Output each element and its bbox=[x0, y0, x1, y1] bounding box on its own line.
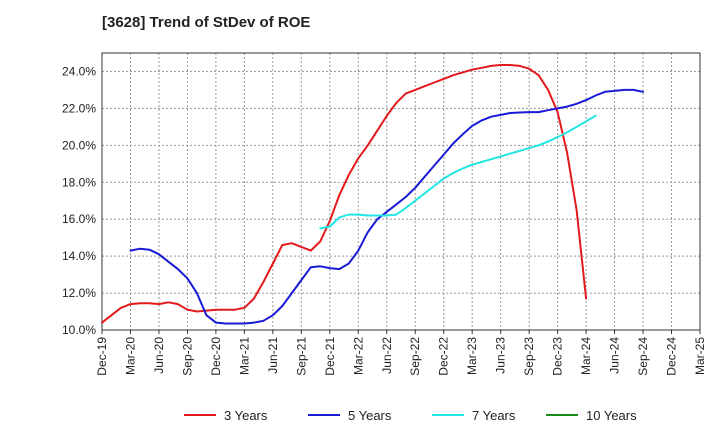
legend: 3 Years 5 Years 7 Years 10 Years bbox=[184, 408, 637, 423]
y-tick-labels: 10.0% 12.0% 14.0% 16.0% 18.0% 20.0% 22.0% 24.0% bbox=[62, 64, 96, 337]
y-tick-label: 16.0% bbox=[62, 212, 96, 226]
y-tick-label: 18.0% bbox=[62, 175, 96, 189]
legend-label: 7 Years bbox=[472, 408, 516, 423]
x-tick-labels: Dec-19 Mar-20 Jun-20 Sep-20 Dec-20 Mar-21 Jun-… bbox=[95, 337, 707, 376]
series-line-3-years bbox=[101, 64, 588, 324]
legend-label: 10 Years bbox=[586, 408, 637, 423]
x-tick-label: Mar-23 bbox=[465, 337, 479, 375]
x-tick-label: Dec-19 bbox=[95, 337, 109, 376]
chart-title: [3628] Trend of StDev of ROE bbox=[102, 14, 311, 31]
y-tick-label: 24.0% bbox=[62, 64, 96, 78]
y-tick-label: 20.0% bbox=[62, 138, 96, 152]
x-tick-label: Sep-23 bbox=[522, 337, 536, 376]
x-tick-label: Mar-22 bbox=[351, 337, 365, 375]
x-tick-label: Sep-20 bbox=[180, 337, 194, 376]
x-tick-label: Mar-20 bbox=[123, 337, 137, 375]
x-tick-label: Jun-23 bbox=[494, 337, 508, 374]
x-tick-label: Jun-20 bbox=[152, 337, 166, 374]
grid-lines bbox=[102, 53, 700, 331]
series-line-7-years bbox=[319, 114, 597, 230]
plot-frame bbox=[101, 52, 701, 331]
x-tick-label: Sep-21 bbox=[294, 337, 308, 376]
axes bbox=[101, 52, 701, 334]
legend-label: 5 Years bbox=[348, 408, 392, 423]
x-tick-label: Sep-22 bbox=[408, 337, 422, 376]
x-tick-label: Dec-20 bbox=[209, 337, 223, 376]
x-tick-label: Jun-24 bbox=[608, 337, 622, 374]
x-tick-label: Dec-24 bbox=[665, 337, 679, 376]
y-tick-label: 22.0% bbox=[62, 101, 96, 115]
x-tick-label: Sep-24 bbox=[636, 337, 650, 376]
x-tick-label: Mar-24 bbox=[579, 337, 593, 375]
y-tick-label: 12.0% bbox=[62, 286, 96, 300]
x-tick-label: Jun-21 bbox=[266, 337, 280, 374]
y-tick-label: 14.0% bbox=[62, 249, 96, 263]
series-line-5-years bbox=[129, 88, 644, 325]
x-tick-label: Dec-21 bbox=[323, 337, 337, 376]
x-tick-label: Dec-23 bbox=[551, 337, 565, 376]
legend-label: 3 Years bbox=[224, 408, 268, 423]
x-tick-label: Mar-25 bbox=[693, 337, 707, 375]
y-tick-label: 10.0% bbox=[62, 323, 96, 337]
x-tick-label: Jun-22 bbox=[380, 337, 394, 374]
x-tick-label: Mar-21 bbox=[237, 337, 251, 375]
data-series bbox=[101, 64, 644, 325]
x-tick-label: Dec-22 bbox=[437, 337, 451, 376]
